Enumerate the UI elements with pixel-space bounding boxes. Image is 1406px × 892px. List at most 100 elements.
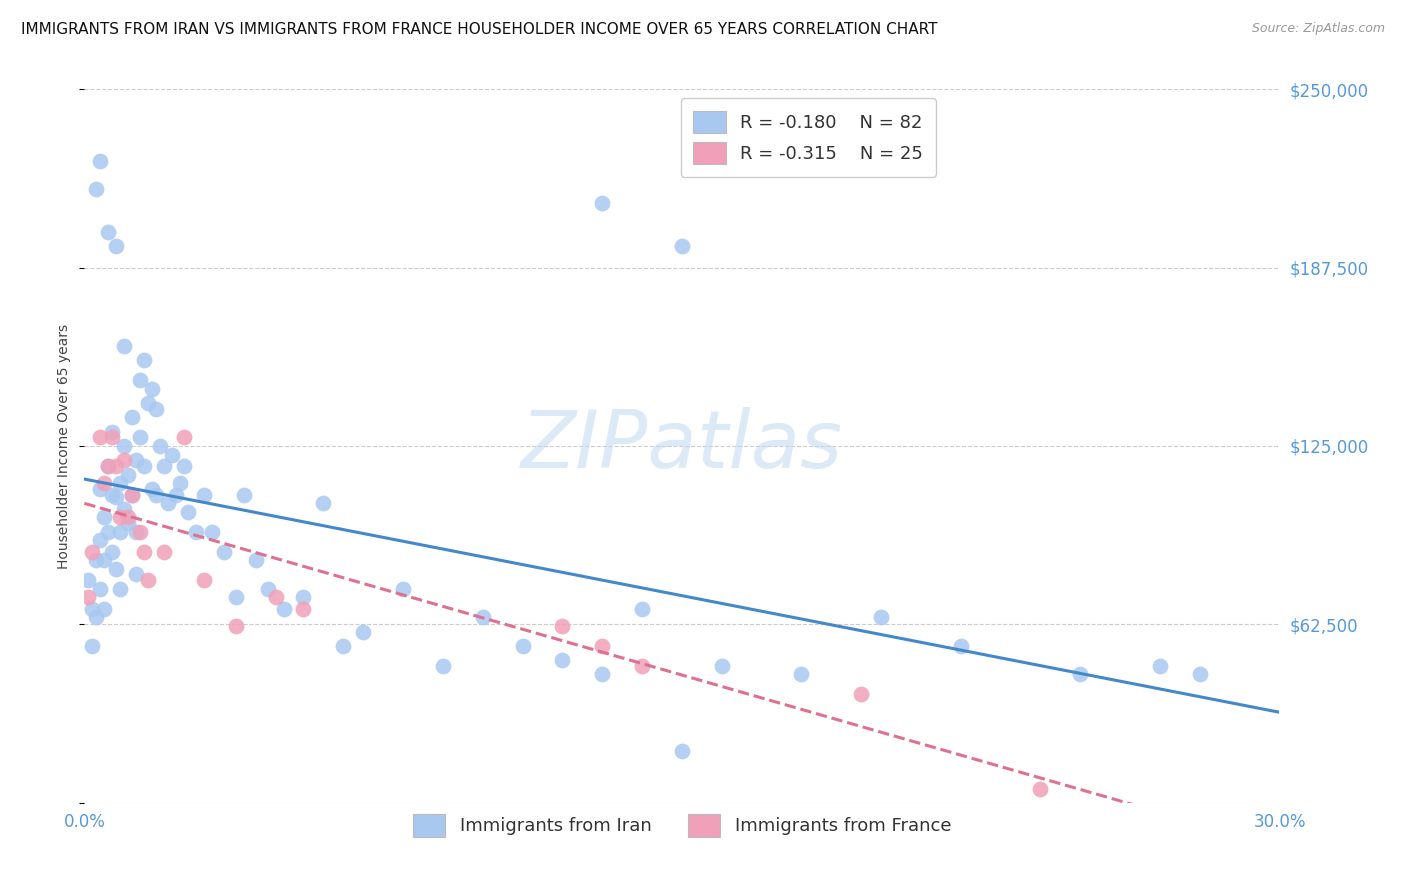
Point xyxy=(89,153,111,168)
Point xyxy=(153,544,176,558)
Point xyxy=(105,562,128,576)
Point xyxy=(1188,667,1211,681)
Point xyxy=(591,667,613,681)
Point xyxy=(112,453,135,467)
Point xyxy=(110,510,132,524)
Point xyxy=(82,639,104,653)
Point xyxy=(93,553,115,567)
Point xyxy=(112,501,135,516)
Point xyxy=(177,505,200,519)
Point xyxy=(101,544,124,558)
Point xyxy=(77,591,100,605)
Point xyxy=(851,687,873,701)
Point xyxy=(101,487,124,501)
Legend: Immigrants from Iran, Immigrants from France: Immigrants from Iran, Immigrants from Fr… xyxy=(405,807,959,844)
Point xyxy=(93,476,115,491)
Point xyxy=(129,524,152,539)
Text: IMMIGRANTS FROM IRAN VS IMMIGRANTS FROM FRANCE HOUSEHOLDER INCOME OVER 65 YEARS : IMMIGRANTS FROM IRAN VS IMMIGRANTS FROM … xyxy=(21,22,938,37)
Point xyxy=(132,458,156,473)
Point xyxy=(392,582,415,596)
Point xyxy=(160,448,183,462)
Point xyxy=(125,453,148,467)
Point xyxy=(193,487,215,501)
Point xyxy=(129,430,152,444)
Point xyxy=(551,619,574,633)
Point xyxy=(125,567,148,582)
Point xyxy=(141,382,163,396)
Point xyxy=(141,482,163,496)
Point xyxy=(117,516,139,530)
Point xyxy=(273,601,295,615)
Point xyxy=(145,401,167,416)
Point xyxy=(89,430,111,444)
Point xyxy=(101,425,124,439)
Point xyxy=(97,225,120,239)
Point xyxy=(110,476,132,491)
Point xyxy=(145,487,167,501)
Point xyxy=(89,533,111,548)
Point xyxy=(193,573,215,587)
Point xyxy=(710,658,733,673)
Point xyxy=(264,591,287,605)
Point xyxy=(153,458,176,473)
Point xyxy=(591,196,613,211)
Point xyxy=(165,487,187,501)
Point xyxy=(292,601,315,615)
Point xyxy=(112,439,135,453)
Point xyxy=(631,658,654,673)
Point xyxy=(631,601,654,615)
Point xyxy=(121,487,143,501)
Point xyxy=(173,430,195,444)
Point xyxy=(1029,781,1052,796)
Point xyxy=(77,573,100,587)
Point xyxy=(232,487,254,501)
Point xyxy=(173,458,195,473)
Point xyxy=(136,396,159,410)
Point xyxy=(117,467,139,482)
Point xyxy=(870,610,893,624)
Point xyxy=(82,544,104,558)
Point xyxy=(157,496,180,510)
Y-axis label: Householder Income Over 65 years: Householder Income Over 65 years xyxy=(58,324,72,568)
Point xyxy=(551,653,574,667)
Point xyxy=(97,524,120,539)
Point xyxy=(671,744,693,758)
Point xyxy=(105,239,128,253)
Point xyxy=(86,182,108,196)
Point xyxy=(312,496,335,510)
Point xyxy=(169,476,191,491)
Point xyxy=(121,410,143,425)
Point xyxy=(332,639,354,653)
Text: Source: ZipAtlas.com: Source: ZipAtlas.com xyxy=(1251,22,1385,36)
Point xyxy=(256,582,278,596)
Point xyxy=(790,667,813,681)
Point xyxy=(121,487,143,501)
Point xyxy=(949,639,972,653)
Point xyxy=(129,373,152,387)
Point xyxy=(89,482,111,496)
Point xyxy=(225,619,247,633)
Point xyxy=(471,610,494,624)
Point xyxy=(201,524,224,539)
Point xyxy=(112,339,135,353)
Point xyxy=(101,430,124,444)
Point xyxy=(352,624,374,639)
Point xyxy=(86,610,108,624)
Point xyxy=(105,458,128,473)
Point xyxy=(671,239,693,253)
Point xyxy=(512,639,534,653)
Point xyxy=(225,591,247,605)
Point xyxy=(125,524,148,539)
Point xyxy=(212,544,235,558)
Point xyxy=(97,458,120,473)
Point xyxy=(136,573,159,587)
Point xyxy=(110,524,132,539)
Point xyxy=(97,458,120,473)
Point xyxy=(591,639,613,653)
Point xyxy=(86,553,108,567)
Point xyxy=(132,353,156,368)
Point xyxy=(82,601,104,615)
Point xyxy=(245,553,267,567)
Point xyxy=(110,582,132,596)
Point xyxy=(117,510,139,524)
